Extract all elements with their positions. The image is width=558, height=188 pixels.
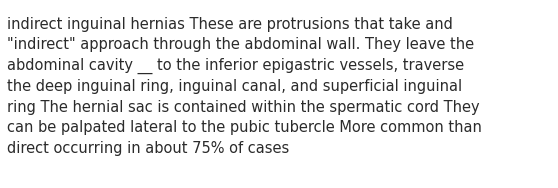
Text: indirect inguinal hernias These are protrusions that take and
"indirect" approac: indirect inguinal hernias These are prot… bbox=[7, 17, 482, 155]
